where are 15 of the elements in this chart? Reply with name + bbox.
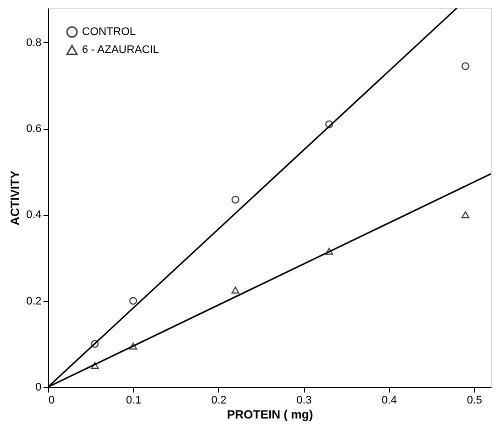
x-tick-label: 0.5 — [466, 394, 482, 406]
y-tick-label: 0.8 — [26, 36, 42, 49]
x-tick-label: 0 — [48, 394, 55, 406]
y-tick-label: 0.4 — [26, 209, 42, 222]
y-tick-label: 0.6 — [26, 123, 42, 136]
y-axis-title: ACTIVITY — [8, 170, 22, 226]
x-tick-label: 0.1 — [126, 394, 142, 406]
x-axis-title: PROTEIN ( mg) — [227, 408, 313, 422]
y-tick-label: 0.2 — [26, 295, 42, 308]
x-tick-label: 0.2 — [211, 394, 227, 406]
legend-label: 6 - AZAURACIL — [82, 44, 160, 56]
x-tick-label: 0.3 — [296, 394, 312, 406]
y-tick-label: 0 — [35, 382, 42, 394]
x-tick-label: 0.4 — [382, 394, 397, 406]
legend-label: CONTROL — [82, 26, 136, 38]
